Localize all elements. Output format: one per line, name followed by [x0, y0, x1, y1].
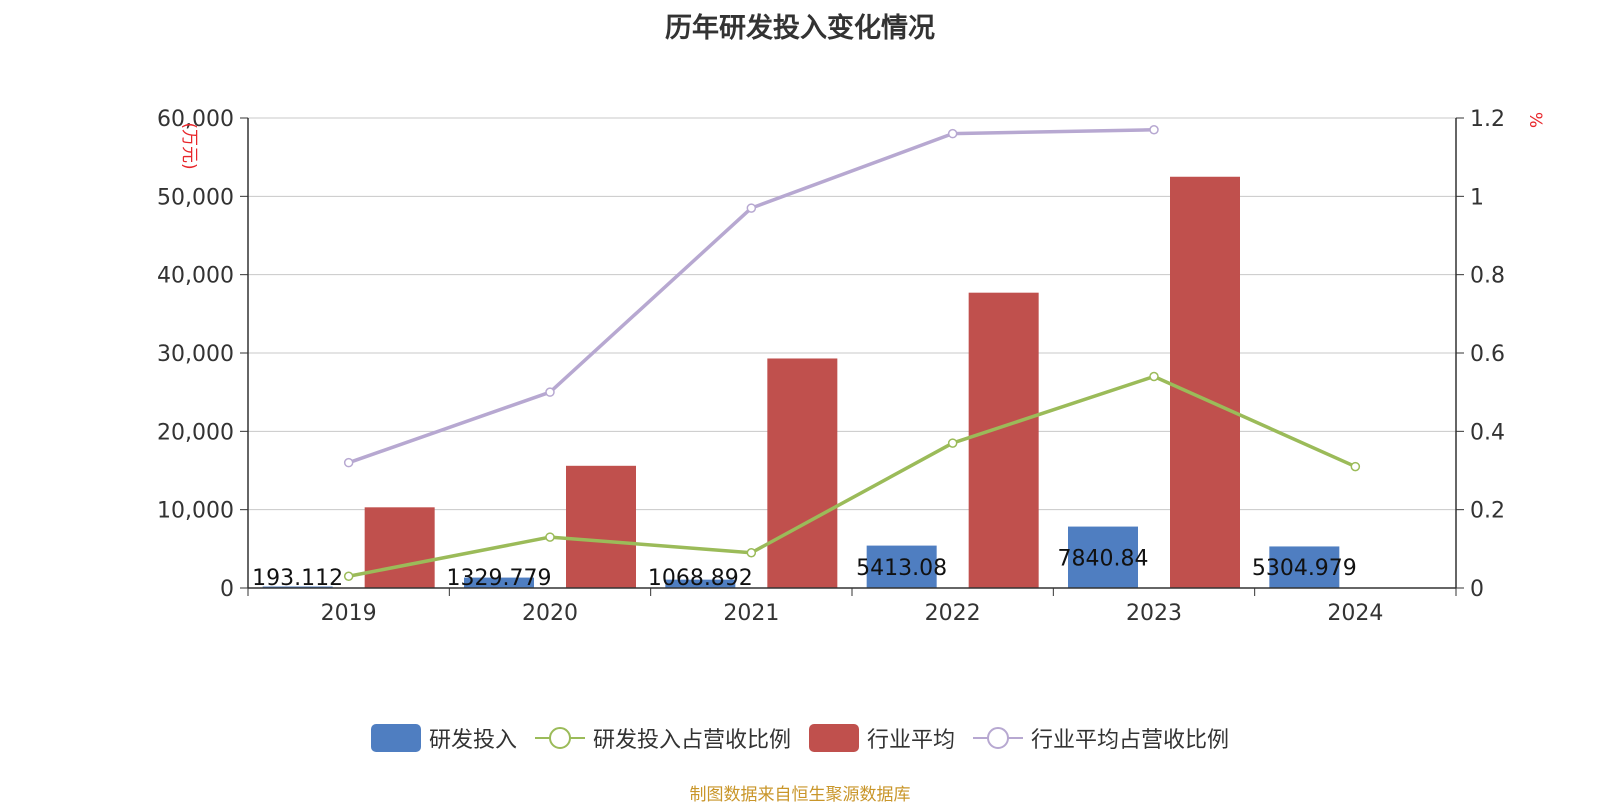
bar-rd	[464, 577, 534, 588]
source-note: 制图数据来自恒生聚源数据库	[689, 785, 911, 805]
bar-rd	[665, 579, 736, 588]
x-tick-label: 2019	[321, 601, 377, 626]
y-left-tick-label: 0	[220, 577, 234, 602]
x-tick-label: 2021	[723, 601, 779, 626]
point-rd-ratio	[343, 571, 354, 581]
bar-rd	[1068, 526, 1138, 588]
x-tick-label: 2022	[925, 601, 981, 626]
point-industry-ratio	[746, 203, 757, 213]
y-right-tick-label: 0.8	[1470, 264, 1505, 289]
point-industry-ratio	[545, 387, 555, 397]
bar-data-label: 1068.892	[648, 566, 753, 591]
legend-label: 研发投入	[428, 728, 517, 753]
y-left-tick-label: 10,000	[157, 499, 234, 524]
y-right-tick-label: 1.2	[1470, 107, 1505, 132]
bar-data-label: 5413.08	[856, 556, 947, 581]
point-rd-ratio	[746, 548, 757, 558]
legend-item[interactable]: 研发投入占营收比例	[534, 722, 791, 754]
bar-data-label: 1329.779	[447, 566, 552, 591]
y-right-tick-label: 0.4	[1470, 420, 1505, 445]
y-left-tick-label: 20,000	[157, 420, 234, 445]
y-right-tick-label: 0.6	[1470, 342, 1505, 367]
legend-item[interactable]: 行业平均	[809, 722, 955, 754]
bar-industry	[364, 507, 435, 588]
bar-data-label: 5304.979	[1252, 556, 1357, 581]
legend-item[interactable]: 研发投入	[370, 722, 517, 754]
legend-label: 行业平均占营收比例	[1031, 728, 1230, 753]
point-rd-ratio	[1149, 371, 1159, 382]
x-tick-label: 2023	[1126, 601, 1182, 626]
bar-industry	[767, 358, 838, 588]
chart-title: 历年研发投入变化情况	[665, 13, 935, 44]
point-rd-ratio	[947, 438, 958, 448]
y-right-tick-label: 0	[1470, 577, 1484, 602]
bar-rd	[262, 586, 333, 588]
legend: 研发投入 研发投入占营收比例 行业平均 行业平均占营收比例	[0, 720, 1600, 756]
legend-swatch	[370, 724, 421, 752]
x-tick-label: 2024	[1327, 601, 1383, 626]
legend-label: 行业平均	[867, 728, 956, 753]
bar-industry	[968, 292, 1039, 588]
legend-swatch	[809, 724, 859, 752]
point-industry-ratio	[343, 457, 354, 468]
y-right-axis-label: %	[1525, 112, 1545, 128]
x-tick-label: 2020	[522, 601, 578, 626]
y-left-tick-label: 60,000	[157, 107, 234, 132]
bar-data-label: 193.112	[252, 566, 343, 591]
line-rd-ratio	[348, 374, 1357, 578]
legend-item[interactable]: 行业平均占营收比例	[973, 722, 1229, 754]
y-left-tick-label: 30,000	[157, 342, 234, 367]
bar-industry	[1170, 176, 1240, 588]
legend-swatch	[534, 727, 585, 749]
point-rd-ratio	[545, 532, 555, 542]
y-left-axis-label: (万元)	[179, 122, 199, 169]
point-industry-ratio	[1149, 125, 1159, 135]
y-left-tick-label: 50,000	[157, 185, 234, 210]
y-left-tick-label: 40,000	[157, 264, 234, 289]
y-right-tick-label: 1	[1470, 185, 1484, 210]
legend-swatch	[973, 727, 1024, 749]
point-rd-ratio	[1350, 461, 1361, 472]
legend-label: 研发投入占营收比例	[592, 728, 791, 753]
bar-industry	[566, 465, 636, 588]
point-industry-ratio	[947, 128, 958, 139]
bar-data-label: 7840.84	[1058, 546, 1149, 571]
y-right-tick-label: 0.2	[1470, 499, 1505, 524]
bar-rd	[1269, 546, 1340, 588]
bar-rd	[866, 545, 937, 588]
